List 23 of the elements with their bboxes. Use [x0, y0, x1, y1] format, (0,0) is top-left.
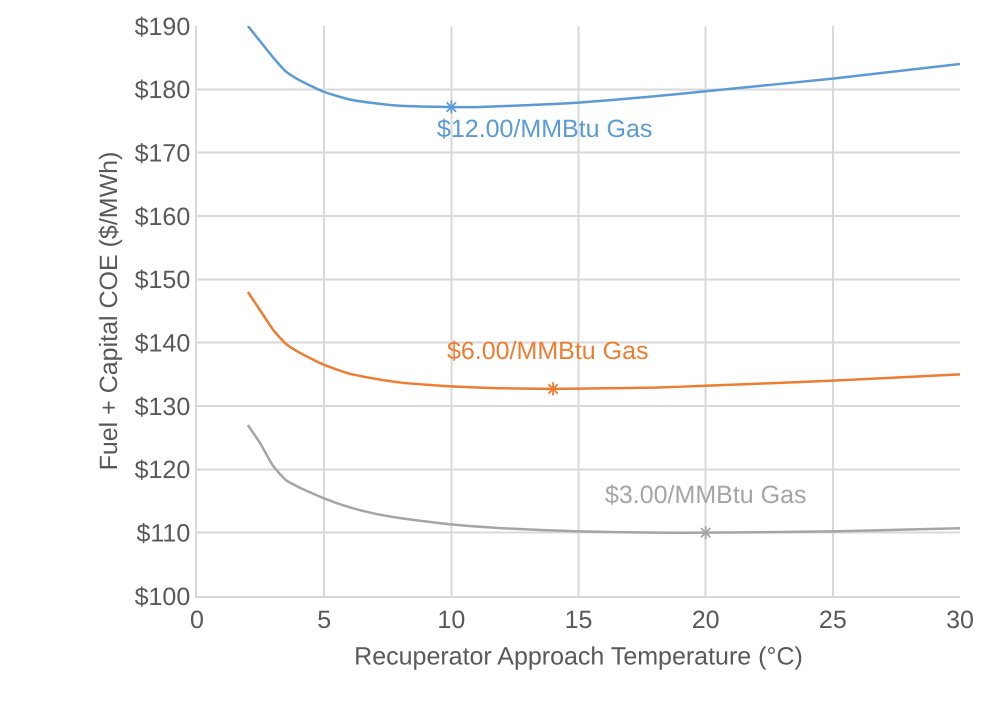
y-tick-label: $100 [134, 582, 190, 611]
x-tick-label: 15 [564, 606, 592, 634]
y-tick-label: $170 [134, 139, 190, 168]
series-label: $12.00/MMBtu Gas [437, 115, 652, 143]
x-tick-label: 25 [818, 606, 847, 634]
y-tick-label: $180 [134, 76, 190, 104]
x-tick-label: 5 [317, 606, 332, 634]
x-tick-label: 10 [437, 606, 466, 634]
y-tick-label: $130 [134, 392, 190, 421]
y-tick-label: $160 [134, 202, 190, 231]
x-tick-label: 30 [946, 606, 974, 634]
y-tick-label: $150 [134, 266, 190, 294]
series-label: $6.00/MMBtu Gas [447, 337, 648, 365]
x-tick-label: 20 [692, 606, 720, 634]
series-label: $3.00/MMBtu Gas [605, 481, 806, 509]
y-axis-title: Fuel + Capital COE ($/MWh) [94, 152, 123, 470]
x-axis-title: Recuperator Approach Temperature (°C) [354, 642, 803, 670]
y-tick-label: $190 [134, 12, 190, 41]
y-tick-label: $110 [136, 519, 190, 548]
y-tick-label: $140 [134, 329, 190, 358]
x-tick-label: 0 [190, 606, 204, 634]
point [698, 525, 714, 540]
y-tick-label: $120 [134, 456, 190, 484]
